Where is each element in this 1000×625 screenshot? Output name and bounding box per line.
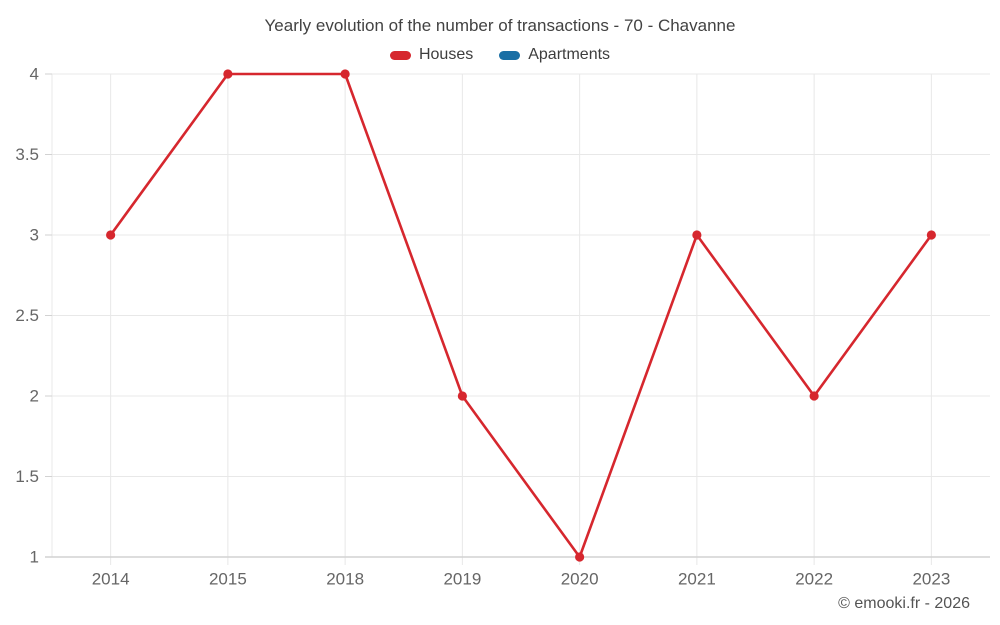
x-tick-label: 2014 [92, 570, 130, 589]
legend-item-apartments[interactable]: Apartments [499, 46, 610, 64]
y-tick-label: 2.5 [15, 306, 39, 325]
x-tick-label: 2021 [678, 570, 716, 589]
apartments-swatch-icon [499, 50, 521, 60]
chart-title: Yearly evolution of the number of transa… [264, 16, 736, 35]
x-tick-label: 2020 [561, 570, 599, 589]
y-tick-label: 1.5 [15, 467, 39, 486]
x-tick-label: 2018 [326, 570, 364, 589]
series-line-houses [109, 72, 933, 559]
x-tick-label: 2019 [443, 570, 481, 589]
x-tick-label: 2023 [912, 570, 950, 589]
data-point-houses-2022[interactable] [809, 391, 819, 401]
data-point-houses-2023[interactable] [926, 230, 936, 240]
y-tick-label: 2 [30, 387, 39, 406]
data-point-houses-2015[interactable] [223, 69, 233, 79]
data-point-houses-2020[interactable] [575, 552, 585, 562]
legend-label-apartments: Apartments [528, 46, 611, 63]
legend-label-houses: Houses [418, 46, 474, 63]
legend-item-houses[interactable]: Houses [389, 46, 474, 64]
data-point-houses-2018[interactable] [340, 69, 350, 79]
y-tick-label: 3.5 [15, 145, 39, 164]
copyright: © emooki.fr - 2026 [838, 595, 970, 612]
legend: Houses Apartments [0, 46, 1000, 64]
houses-swatch-icon [389, 50, 411, 60]
y-tick-label: 3 [30, 226, 39, 245]
data-point-houses-2019[interactable] [457, 391, 467, 401]
data-point-houses-2021[interactable] [692, 230, 702, 240]
x-tick-label: 2015 [209, 570, 247, 589]
data-point-houses-2014[interactable] [106, 230, 116, 240]
x-tick-label: 2022 [795, 570, 833, 589]
y-tick-label: 1 [30, 548, 39, 567]
y-tick-label: 4 [30, 65, 39, 84]
